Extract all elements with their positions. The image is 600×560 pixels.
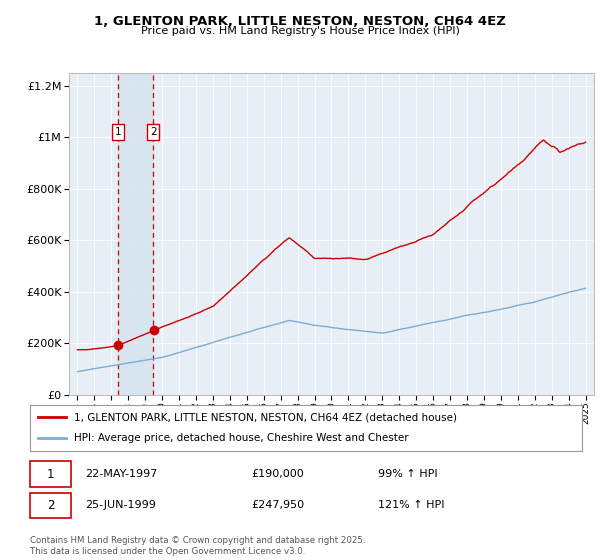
Bar <box>118 73 154 395</box>
Text: £247,950: £247,950 <box>251 500 304 510</box>
Text: 22-MAY-1997: 22-MAY-1997 <box>85 469 158 479</box>
Text: £190,000: £190,000 <box>251 469 304 479</box>
Text: Price paid vs. HM Land Registry's House Price Index (HPI): Price paid vs. HM Land Registry's House … <box>140 26 460 36</box>
Text: Contains HM Land Registry data © Crown copyright and database right 2025.
This d: Contains HM Land Registry data © Crown c… <box>30 536 365 556</box>
Text: 1: 1 <box>47 468 55 480</box>
Text: 1: 1 <box>115 127 121 137</box>
Text: 2: 2 <box>150 127 157 137</box>
FancyBboxPatch shape <box>30 461 71 487</box>
Text: 25-JUN-1999: 25-JUN-1999 <box>85 500 156 510</box>
Text: 1, GLENTON PARK, LITTLE NESTON, NESTON, CH64 4EZ (detached house): 1, GLENTON PARK, LITTLE NESTON, NESTON, … <box>74 412 457 422</box>
Text: HPI: Average price, detached house, Cheshire West and Chester: HPI: Average price, detached house, Ches… <box>74 433 409 444</box>
FancyBboxPatch shape <box>30 493 71 517</box>
Text: 121% ↑ HPI: 121% ↑ HPI <box>378 500 444 510</box>
Text: 1, GLENTON PARK, LITTLE NESTON, NESTON, CH64 4EZ: 1, GLENTON PARK, LITTLE NESTON, NESTON, … <box>94 15 506 27</box>
Text: 2: 2 <box>47 498 55 512</box>
Text: 99% ↑ HPI: 99% ↑ HPI <box>378 469 437 479</box>
